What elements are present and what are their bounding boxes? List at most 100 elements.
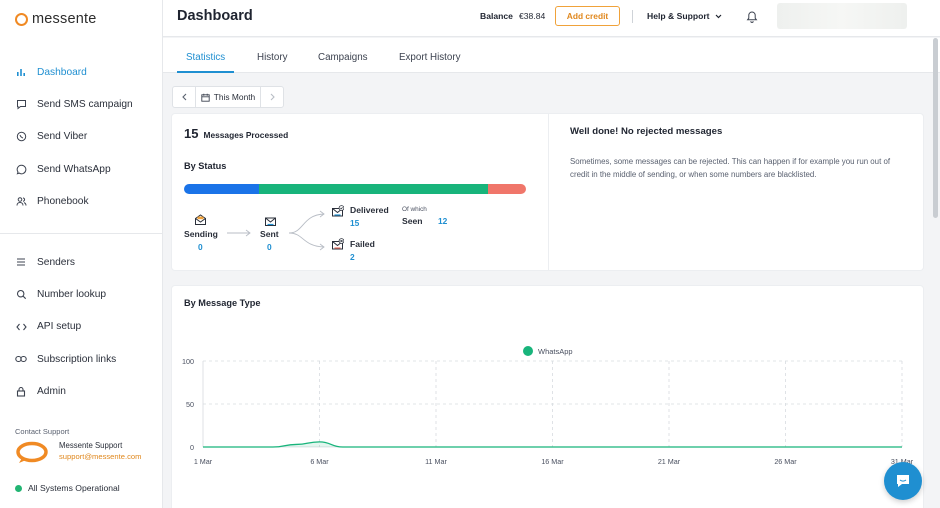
viber-icon (15, 131, 27, 143)
sidebar-item-label: Number lookup (37, 289, 107, 301)
processed-count: 15 (184, 126, 199, 141)
y-tick-label: 50 (186, 400, 194, 409)
balance-label: Balance (480, 11, 513, 21)
tab-export-history[interactable]: Export History (399, 52, 461, 63)
delivered-envelope-icon (332, 205, 344, 217)
sidebar-item-send-whatsapp[interactable]: Send WhatsApp (0, 153, 163, 185)
sidebar-item-phonebook[interactable]: Phonebook (0, 186, 163, 218)
account-menu[interactable] (777, 3, 907, 29)
sidebar-item-dashboard[interactable]: Dashboard (0, 56, 163, 88)
sidebar-item-senders[interactable]: Senders (0, 246, 163, 278)
bar-chart-icon (15, 66, 27, 78)
messages-processed: 15 Messages Processed (184, 126, 288, 141)
header-separator (632, 10, 633, 23)
system-status-text: All Systems Operational (28, 483, 120, 493)
x-tick-label: 21 Mar (658, 457, 681, 466)
whatsapp-icon (15, 163, 27, 175)
seen-value: 12 (438, 216, 448, 226)
secondary-nav: Senders Number lookup API setup Subscrip… (0, 246, 163, 408)
message-type-chart: WhatsApp 100 50 01 Mar 6 Mar 11 Mar 16 Mar 21 M… (182, 346, 914, 466)
of-which-label: Of which (402, 206, 427, 213)
status-bar-segment-delivered (259, 184, 489, 194)
next-period-button[interactable] (261, 87, 283, 107)
stats-divider (548, 114, 549, 270)
help-support-label: Help & Support (647, 11, 710, 21)
link-icon (15, 353, 27, 365)
primary-nav: Dashboard Send SMS campaign Send Viber S… (0, 56, 163, 218)
rejected-description: Sometimes, some messages can be rejected… (570, 157, 891, 179)
sidebar-item-label: Senders (37, 256, 75, 268)
sidebar-item-label: Dashboard (37, 66, 87, 78)
x-tick-label: 11 Mar (425, 457, 447, 466)
tab-history[interactable]: History (257, 52, 288, 63)
chevron-down-icon (715, 14, 721, 18)
previous-period-button[interactable] (173, 87, 195, 107)
sidebar-item-label: Phonebook (37, 196, 89, 208)
sidebar-item-label: Send Viber (37, 131, 88, 143)
search-icon (15, 289, 27, 301)
chevron-right-icon (270, 93, 275, 101)
legend-marker (523, 346, 533, 356)
top-header: Dashboard Balance €38.84 Add credit Help … (163, 0, 940, 37)
sidebar-item-number-lookup[interactable]: Number lookup (0, 278, 163, 310)
sidebar-item-api-setup[interactable]: API setup (0, 311, 163, 343)
seen-label: Seen (402, 216, 423, 226)
sidebar-item-label: Subscription links (37, 353, 117, 365)
sidebar: messente Dashboard Send SMS campaign Sen… (0, 0, 163, 508)
contact-support-title: Contact Support (15, 427, 70, 436)
bell-icon[interactable] (746, 10, 758, 24)
add-credit-button[interactable]: Add credit (555, 6, 620, 26)
sending-value: 0 (198, 242, 203, 252)
x-tick-label: 16 Mar (541, 457, 564, 466)
statistics-card: 15 Messages Processed By Status Sending … (172, 114, 923, 270)
status-bar-segment-failed (488, 184, 526, 194)
page-scrollbar[interactable] (933, 38, 938, 218)
x-tick-label: 1 Mar (194, 457, 213, 466)
system-status[interactable]: All Systems Operational (15, 483, 120, 493)
list-icon (15, 256, 27, 268)
delivered-value: 15 (350, 218, 360, 228)
chat-support-button[interactable] (884, 462, 922, 500)
lock-icon (15, 386, 27, 398)
balance: Balance €38.84 (480, 11, 545, 21)
tab-statistics[interactable]: Statistics (186, 52, 226, 63)
x-tick-label: 31 Mar (891, 457, 914, 466)
sending-envelope-icon (195, 214, 206, 225)
processed-label: Messages Processed (203, 130, 289, 140)
date-range-button[interactable]: This Month (195, 87, 261, 107)
failed-envelope-icon (332, 238, 344, 250)
messente-logo-mark-icon (15, 12, 28, 26)
chat-icon (897, 475, 909, 487)
sent-label: Sent (260, 229, 279, 239)
sidebar-item-label: Admin (37, 386, 66, 398)
message-type-card: By Message Type WhatsApp 100 50 0 1 Mar 6 Mar… (172, 286, 923, 508)
users-icon (15, 196, 27, 208)
y-tick-label: 0 (190, 443, 194, 452)
sidebar-item-admin[interactable]: Admin (0, 376, 163, 408)
support-email-link[interactable]: support@messente.com (59, 452, 142, 461)
sidebar-item-send-viber[interactable]: Send Viber (0, 121, 163, 153)
date-range-selector: This Month (172, 86, 284, 108)
x-tick-label: 6 Mar (310, 457, 329, 466)
legend-label: WhatsApp (538, 347, 573, 356)
y-tick-label: 100 (182, 357, 194, 366)
nav-divider (0, 233, 163, 234)
logo-text: messente (32, 11, 97, 27)
support-logo-icon (16, 441, 48, 463)
status-dot-icon (15, 484, 22, 492)
failed-label: Failed (350, 239, 375, 249)
sent-value: 0 (267, 242, 272, 252)
page-title: Dashboard (177, 8, 253, 24)
sidebar-item-subscription-links[interactable]: Subscription links (0, 343, 163, 375)
messente-logo[interactable]: messente (15, 11, 96, 27)
date-range-label: This Month (213, 92, 256, 102)
status-bar-segment-sending (184, 184, 260, 194)
active-tab-indicator (177, 71, 234, 73)
sidebar-item-send-sms-campaign[interactable]: Send SMS campaign (0, 88, 163, 120)
support-name: Messente Support (59, 441, 123, 450)
delivered-label: Delivered (350, 205, 389, 215)
help-support-dropdown[interactable]: Help & Support (647, 11, 722, 21)
calendar-icon (201, 93, 210, 102)
tab-campaigns[interactable]: Campaigns (318, 52, 368, 63)
message-type-heading: By Message Type (184, 298, 261, 308)
